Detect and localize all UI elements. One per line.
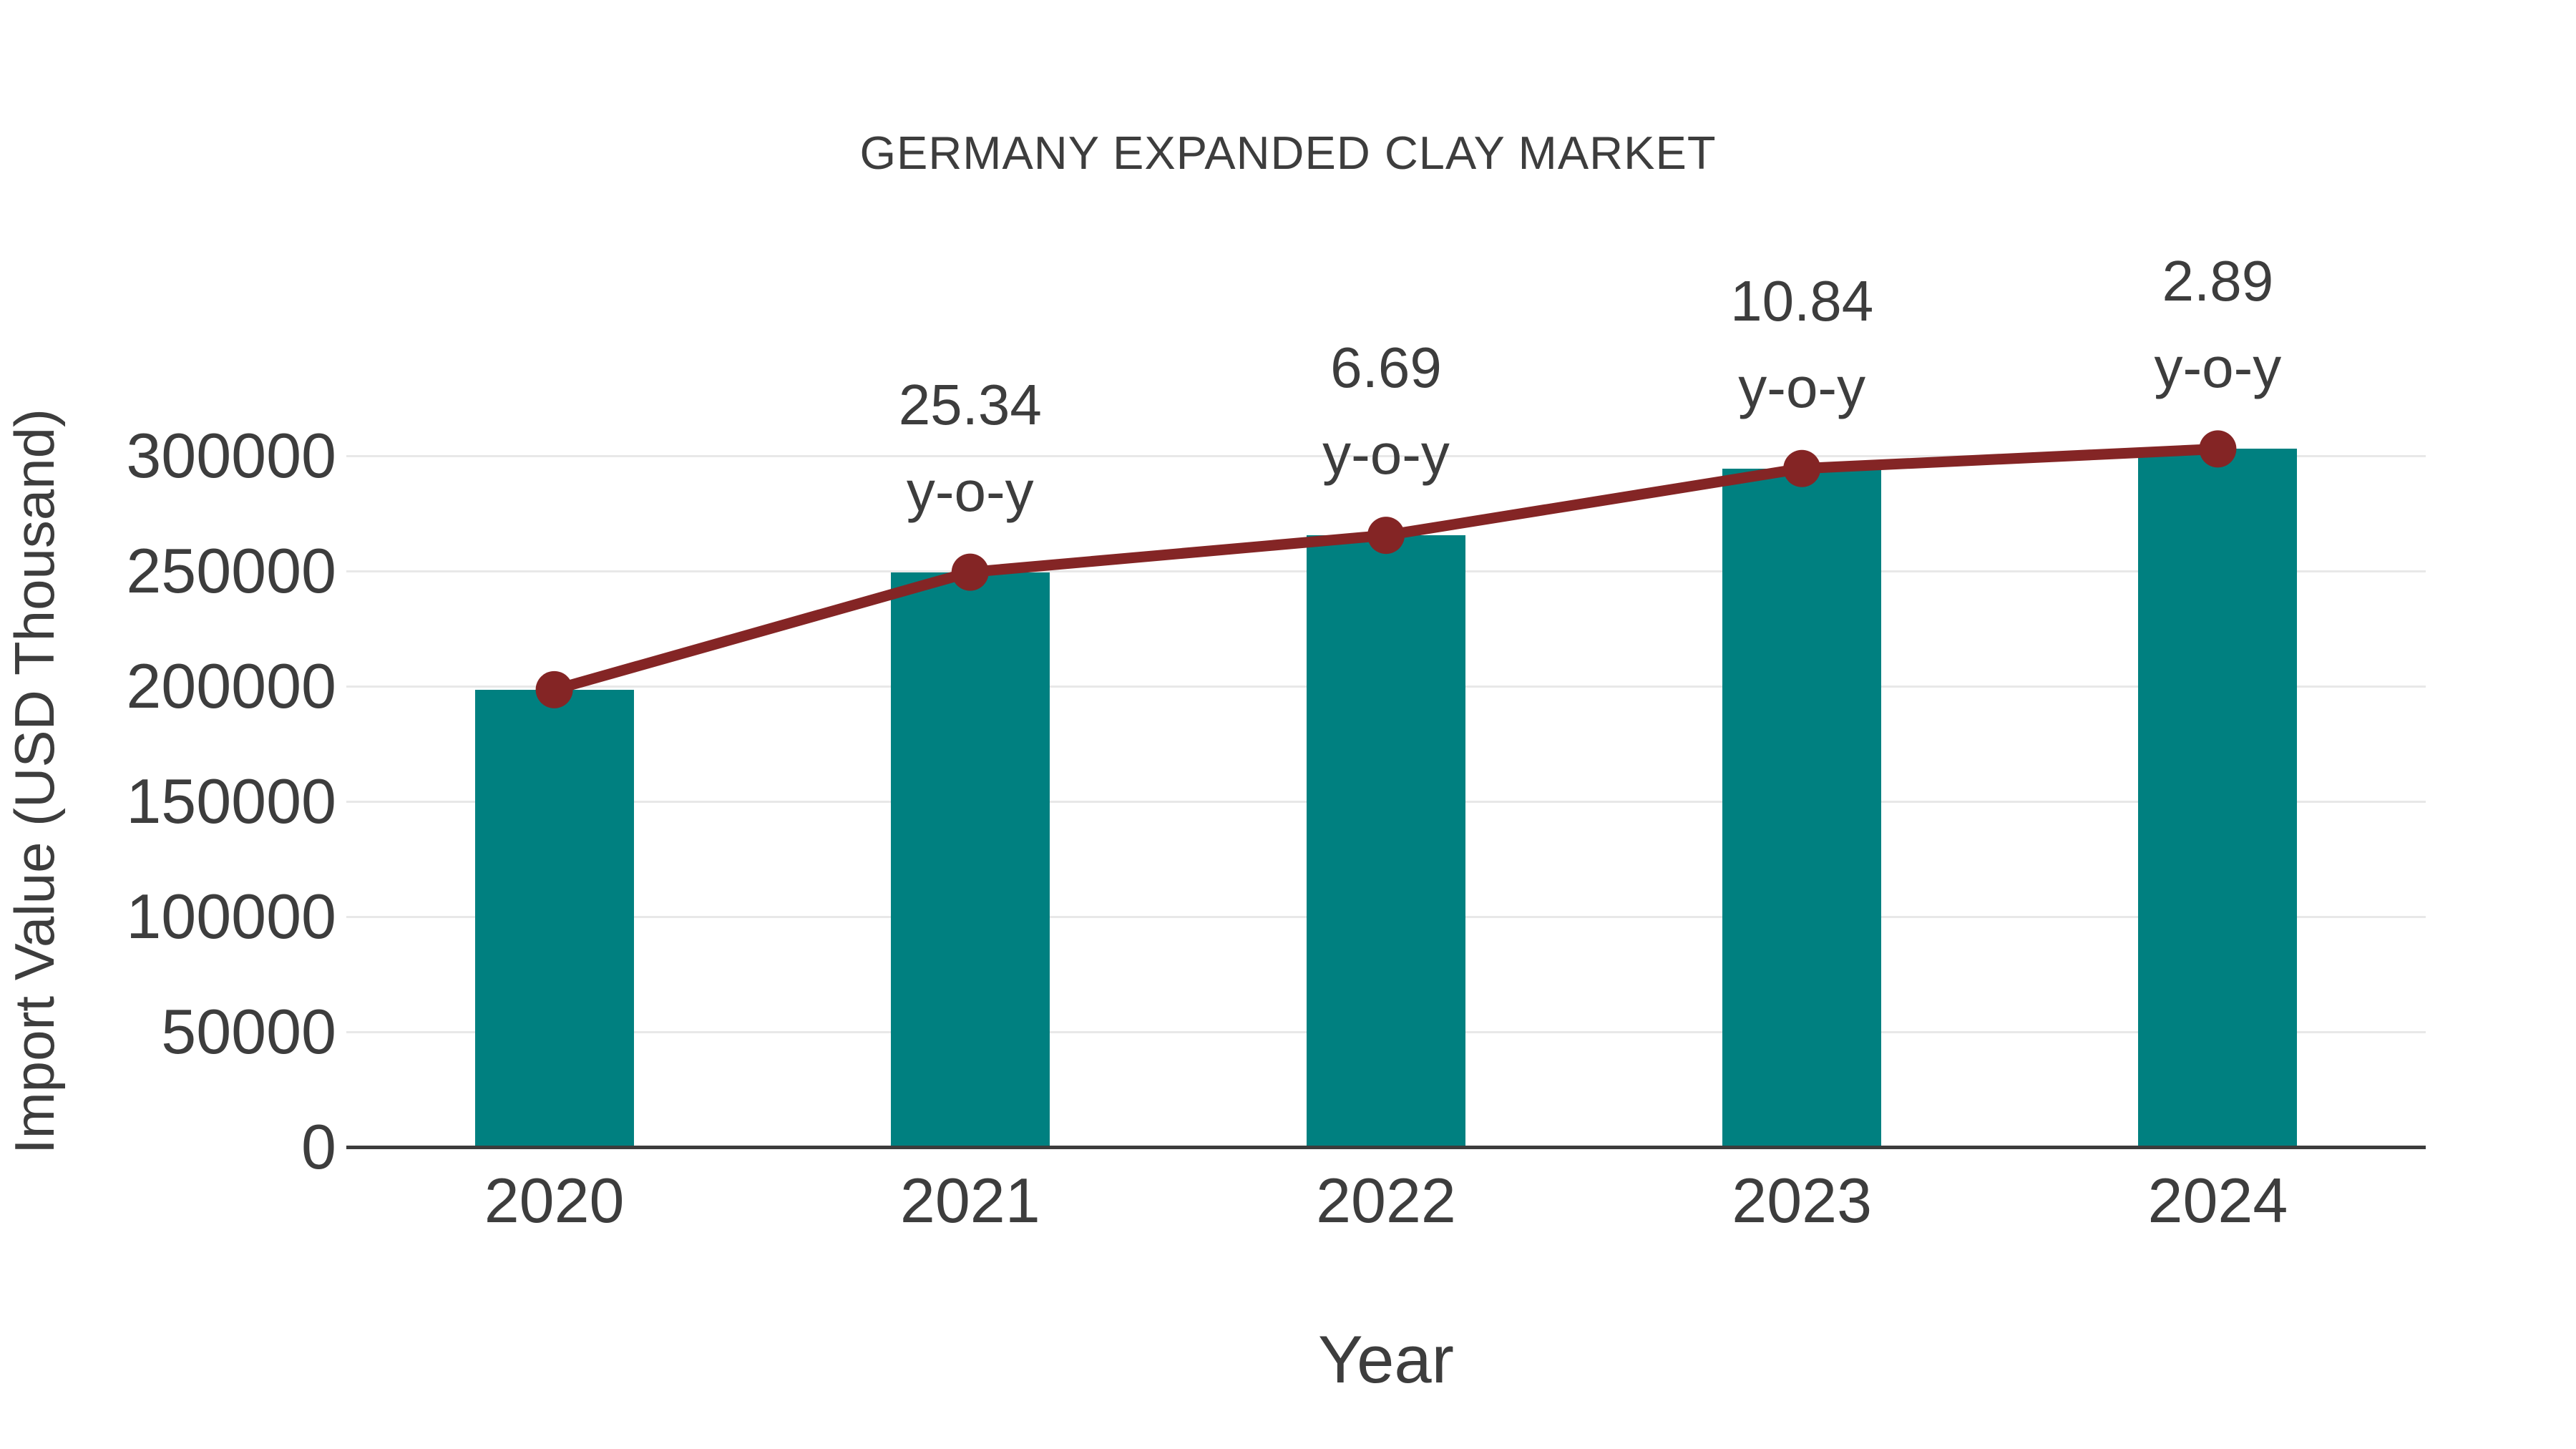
bar-2021 bbox=[890, 572, 1050, 1147]
annotation-2022: 6.69 y-o-y bbox=[1164, 324, 1608, 497]
x-tick-label-2024: 2024 bbox=[2147, 1165, 2288, 1236]
annotation-unit-2024: y-o-y bbox=[2154, 336, 2282, 400]
x-tick-label-2023: 2023 bbox=[1732, 1165, 1873, 1236]
x-tick-label-2022: 2022 bbox=[1316, 1165, 1456, 1236]
y-tick-label-250000: 250000 bbox=[126, 535, 336, 606]
y-tick-label-150000: 150000 bbox=[126, 766, 336, 836]
y-tick-label-300000: 300000 bbox=[126, 420, 336, 491]
annotation-unit-2021: y-o-y bbox=[906, 459, 1034, 523]
bar-2023 bbox=[1722, 468, 1882, 1147]
annotation-unit-2022: y-o-y bbox=[1322, 422, 1450, 487]
y-tick-label-100000: 100000 bbox=[126, 881, 336, 952]
x-axis-title: Year bbox=[1318, 1322, 1454, 1397]
bar-2022 bbox=[1307, 535, 1465, 1147]
bar-2020 bbox=[474, 689, 634, 1147]
annotation-2024: 2.89 y-o-y bbox=[1996, 238, 2439, 411]
annotation-value-2023: 10.84 bbox=[1730, 268, 1874, 333]
annotation-value-2024: 2.89 bbox=[2162, 249, 2274, 313]
y-tick-label-0: 0 bbox=[301, 1111, 336, 1182]
y-tick-label-50000: 50000 bbox=[161, 996, 336, 1067]
annotation-value-2021: 25.34 bbox=[898, 372, 1042, 436]
annotation-2023: 10.84 y-o-y bbox=[1580, 258, 2024, 431]
chart-title: GERMANY EXPANDED CLAY MARKET bbox=[859, 127, 1717, 179]
annotation-unit-2023: y-o-y bbox=[1738, 355, 1866, 419]
x-tick-label-2020: 2020 bbox=[484, 1165, 625, 1236]
y-tick-label-200000: 200000 bbox=[126, 650, 336, 721]
x-axis-line bbox=[346, 1146, 2426, 1149]
annotation-2021: 25.34 y-o-y bbox=[748, 361, 1192, 535]
annotation-value-2022: 6.69 bbox=[1330, 336, 1442, 400]
bar-2024 bbox=[2138, 449, 2298, 1147]
x-tick-label-2021: 2021 bbox=[899, 1165, 1040, 1236]
